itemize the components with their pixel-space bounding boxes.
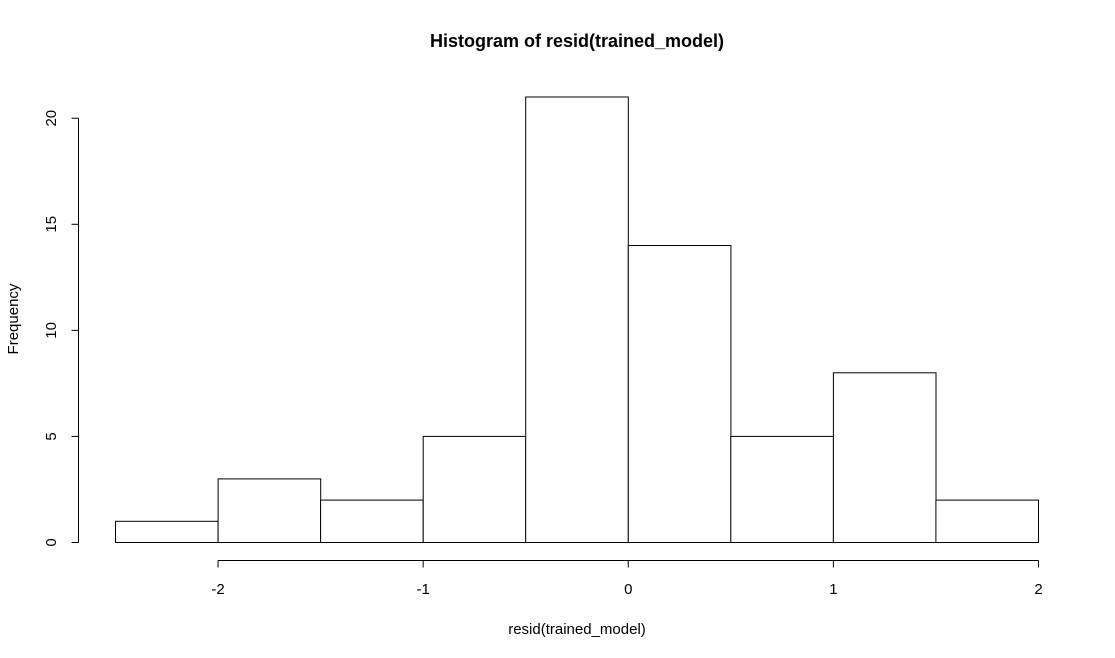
chart-title: Histogram of resid(trained_model) (430, 31, 724, 51)
x-tick-label: -2 (211, 581, 224, 598)
x-tick-label: -1 (416, 581, 429, 598)
histogram-bar-9 (935, 499, 1040, 544)
x-axis-title: resid(trained_model) (508, 621, 646, 638)
histogram-bar-5 (525, 96, 629, 543)
x-axis: -2 -1 0 1 2 (211, 560, 1043, 598)
histogram-bar-3 (320, 499, 424, 544)
y-tick-label: 5 (43, 432, 60, 440)
x-tick-label: 0 (624, 581, 632, 598)
y-tick-label: 0 (43, 538, 60, 546)
y-axis: 0 5 10 15 20 (43, 110, 79, 547)
y-tick-label: 15 (43, 216, 60, 233)
histogram-bar-2 (217, 478, 322, 543)
y-tick-label: 10 (43, 322, 60, 339)
histogram-bar-4 (422, 435, 527, 543)
histogram-bar-8 (832, 372, 937, 543)
x-tick-label: 1 (829, 581, 837, 598)
histogram-bar-7 (730, 435, 834, 543)
y-axis-title: Frequency (5, 283, 22, 354)
histogram-bar-6 (627, 245, 732, 543)
x-tick-label: 2 (1034, 581, 1042, 598)
histogram-bar-1 (115, 520, 219, 543)
histogram-bars (115, 96, 1040, 544)
y-tick-label: 20 (43, 110, 60, 127)
